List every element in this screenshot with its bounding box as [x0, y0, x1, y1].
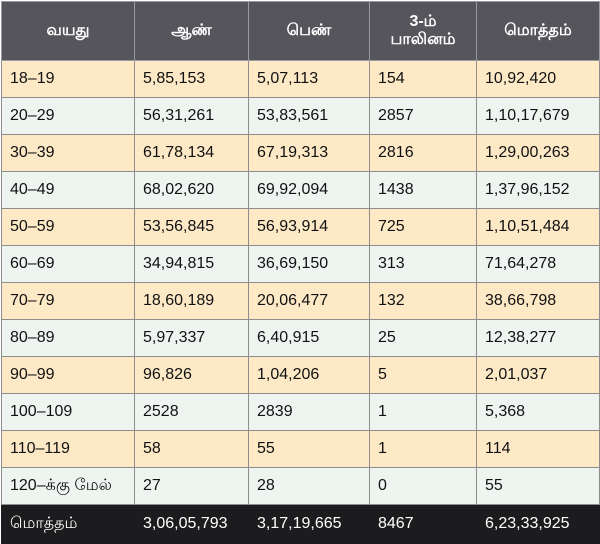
cell-age: 60–69	[1, 245, 135, 283]
cell-age: 80–89	[1, 319, 135, 357]
total-male: 3,06,05,793	[134, 504, 249, 544]
cell-third-gender: 0	[369, 467, 477, 505]
cell-male: 61,78,134	[134, 134, 249, 172]
cell-age: 20–29	[1, 97, 135, 135]
cell-total: 71,64,278	[476, 245, 600, 283]
cell-third-gender: 1438	[369, 171, 477, 209]
table-row: 18–19 5,85,153 5,07,113 154 10,92,420	[1, 60, 600, 98]
cell-female: 55	[248, 430, 370, 468]
total-third-gender: 8467	[369, 504, 477, 544]
total-female: 3,17,19,665	[248, 504, 370, 544]
cell-third-gender: 5	[369, 356, 477, 394]
cell-third-gender: 725	[369, 208, 477, 246]
cell-age: 110–119	[1, 430, 135, 468]
cell-male: 68,02,620	[134, 171, 249, 209]
cell-male: 58	[134, 430, 249, 468]
cell-age: 100–109	[1, 393, 135, 431]
cell-age: 90–99	[1, 356, 135, 394]
cell-male: 34,94,815	[134, 245, 249, 283]
cell-third-gender: 2816	[369, 134, 477, 172]
header-total: மொத்தம்	[476, 1, 600, 61]
table-row: 100–109 2528 2839 1 5,368	[1, 393, 600, 431]
cell-male: 53,56,845	[134, 208, 249, 246]
cell-male: 5,97,337	[134, 319, 249, 357]
cell-total: 5,368	[476, 393, 600, 431]
header-male: ஆண்	[134, 1, 249, 61]
cell-total: 1,10,51,484	[476, 208, 600, 246]
table-header-row: வயது ஆண் பெண் 3-ம் பாலினம் மொத்தம்	[1, 1, 600, 61]
cell-third-gender: 154	[369, 60, 477, 98]
cell-age: 120–க்கு மேல்	[1, 467, 135, 505]
cell-third-gender: 2857	[369, 97, 477, 135]
cell-female: 53,83,561	[248, 97, 370, 135]
total-label: மொத்தம்	[1, 504, 135, 544]
cell-third-gender: 1	[369, 393, 477, 431]
cell-third-gender: 132	[369, 282, 477, 320]
cell-age: 70–79	[1, 282, 135, 320]
cell-male: 96,826	[134, 356, 249, 394]
cell-total: 114	[476, 430, 600, 468]
cell-total: 10,92,420	[476, 60, 600, 98]
cell-female: 56,93,914	[248, 208, 370, 246]
cell-total: 2,01,037	[476, 356, 600, 394]
cell-male: 18,60,189	[134, 282, 249, 320]
table-row: 120–க்கு மேல் 27 28 0 55	[1, 467, 600, 505]
cell-total: 1,37,96,152	[476, 171, 600, 209]
table-row: 80–89 5,97,337 6,40,915 25 12,38,277	[1, 319, 600, 357]
cell-third-gender: 313	[369, 245, 477, 283]
table-row: 60–69 34,94,815 36,69,150 313 71,64,278	[1, 245, 600, 283]
cell-third-gender: 1	[369, 430, 477, 468]
cell-age: 50–59	[1, 208, 135, 246]
cell-female: 5,07,113	[248, 60, 370, 98]
table-row: 20–29 56,31,261 53,83,561 2857 1,10,17,679	[1, 97, 600, 135]
cell-female: 28	[248, 467, 370, 505]
cell-female: 36,69,150	[248, 245, 370, 283]
cell-total: 12,38,277	[476, 319, 600, 357]
cell-age: 18–19	[1, 60, 135, 98]
cell-age: 40–49	[1, 171, 135, 209]
table-row: 90–99 96,826 1,04,206 5 2,01,037	[1, 356, 600, 394]
cell-total: 1,10,17,679	[476, 97, 600, 135]
cell-female: 69,92,094	[248, 171, 370, 209]
cell-female: 1,04,206	[248, 356, 370, 394]
header-age: வயது	[1, 1, 135, 61]
cell-female: 2839	[248, 393, 370, 431]
cell-male: 5,85,153	[134, 60, 249, 98]
cell-female: 20,06,477	[248, 282, 370, 320]
cell-male: 2528	[134, 393, 249, 431]
cell-total: 1,29,00,263	[476, 134, 600, 172]
header-third-gender: 3-ம் பாலினம்	[369, 1, 477, 61]
table-row: 110–119 58 55 1 114	[1, 430, 600, 468]
cell-male: 27	[134, 467, 249, 505]
cell-male: 56,31,261	[134, 97, 249, 135]
cell-female: 6,40,915	[248, 319, 370, 357]
total-row: மொத்தம் 3,06,05,793 3,17,19,665 8467 6,2…	[1, 504, 600, 544]
cell-female: 67,19,313	[248, 134, 370, 172]
table-row: 30–39 61,78,134 67,19,313 2816 1,29,00,263	[1, 134, 600, 172]
cell-total: 55	[476, 467, 600, 505]
cell-third-gender: 25	[369, 319, 477, 357]
cell-age: 30–39	[1, 134, 135, 172]
header-female: பெண்	[248, 1, 370, 61]
table-row: 40–49 68,02,620 69,92,094 1438 1,37,96,152	[1, 171, 600, 209]
cell-total: 38,66,798	[476, 282, 600, 320]
total-sum: 6,23,33,925	[476, 504, 600, 544]
table-row: 50–59 53,56,845 56,93,914 725 1,10,51,484	[1, 208, 600, 246]
table-row: 70–79 18,60,189 20,06,477 132 38,66,798	[1, 282, 600, 320]
